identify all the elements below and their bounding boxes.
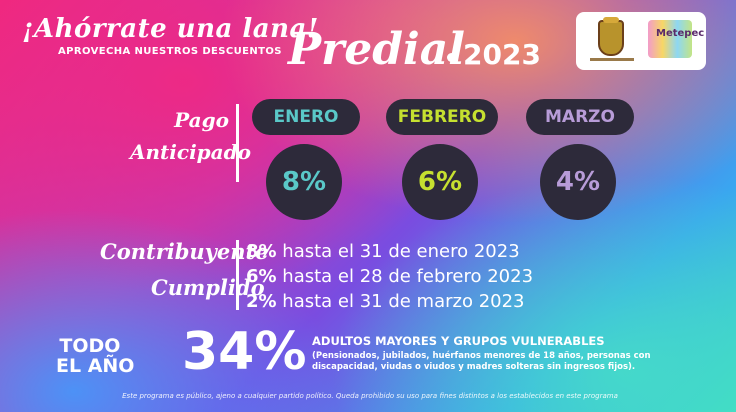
metepec-logo-text: Metepec bbox=[656, 28, 705, 39]
vulnerable-groups-detail: (Pensionados, jubilados, huérfanos menor… bbox=[312, 351, 651, 372]
pago-label-line2: Anticipado bbox=[130, 140, 251, 164]
metepec-logo-icon bbox=[648, 20, 692, 58]
contrib-label-line2: Cumplido bbox=[151, 275, 265, 300]
contrib-line-1-text: hasta el 31 de enero 2023 bbox=[276, 241, 520, 262]
municipal-crest-icon bbox=[598, 20, 624, 56]
divider-line bbox=[236, 104, 239, 182]
contrib-line-3: 2% hasta el 31 de marzo 2023 bbox=[246, 291, 525, 312]
contrib-line-3-pct: 2% bbox=[246, 291, 277, 312]
legal-footer: Este programa es público, ajeno a cualqu… bbox=[122, 392, 618, 400]
todo-line1: TODO bbox=[59, 335, 121, 357]
month-pill-marzo: MARZO bbox=[526, 99, 634, 135]
contrib-line-1: 8% hasta el 31 de enero 2023 bbox=[246, 241, 520, 262]
discount-circle-enero: 8% bbox=[266, 144, 342, 220]
slogan: ¡Ahórrate una lana! bbox=[22, 14, 319, 44]
discount-circle-marzo: 4% bbox=[540, 144, 616, 220]
crest-crown-icon bbox=[603, 17, 619, 23]
contrib-line-3-text: hasta el 31 de marzo 2023 bbox=[276, 291, 525, 312]
discount-circle-febrero: 6% bbox=[402, 144, 478, 220]
title-year: 2023 bbox=[463, 38, 541, 71]
contribuyente-label: Contribuyente Cumplido bbox=[100, 234, 269, 306]
divider-line bbox=[236, 240, 239, 310]
title-dot bbox=[447, 53, 456, 62]
todo-el-ano-label: TODO EL AÑO bbox=[56, 336, 134, 376]
contrib-line-2: 6% hasta el 28 de febrero 2023 bbox=[246, 266, 533, 287]
pago-label-line1: Pago bbox=[174, 108, 229, 132]
crest-caption-decoration bbox=[590, 58, 634, 61]
page-title: Predial bbox=[288, 24, 465, 75]
contrib-line-2-pct: 6% bbox=[246, 266, 277, 287]
pago-anticipado-label: Pago Anticipado bbox=[130, 104, 251, 168]
month-pill-febrero: FEBRERO bbox=[386, 99, 498, 135]
contrib-line-1-pct: 8% bbox=[246, 241, 277, 262]
logo-panel: Metepec bbox=[576, 12, 706, 70]
contrib-label-line1: Contribuyente bbox=[100, 239, 269, 264]
slogan-subtitle: APROVECHA NUESTROS DESCUENTOS bbox=[58, 46, 282, 57]
todo-line2: EL AÑO bbox=[56, 355, 135, 377]
month-pill-enero: ENERO bbox=[252, 99, 360, 135]
annual-discount-percent: 34% bbox=[182, 322, 307, 382]
contrib-line-2-text: hasta el 28 de febrero 2023 bbox=[276, 266, 534, 287]
vulnerable-groups-heading: ADULTOS MAYORES Y GRUPOS VULNERABLES bbox=[312, 334, 605, 348]
